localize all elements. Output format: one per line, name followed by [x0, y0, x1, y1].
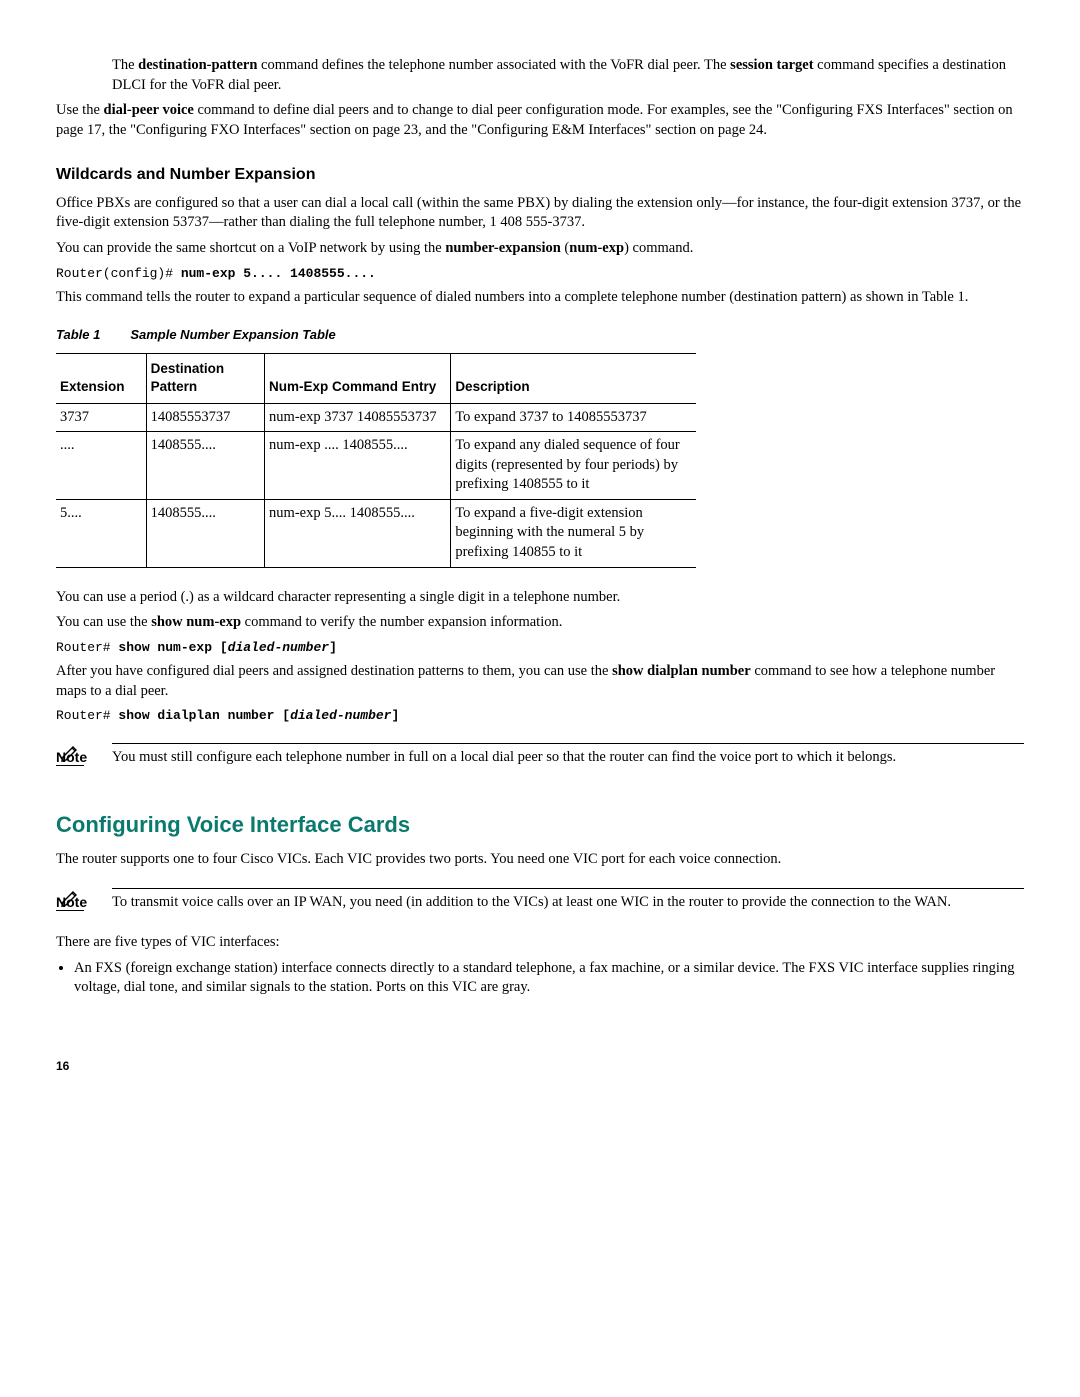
cmd-session-target: session target	[730, 57, 813, 73]
table-row: 3737 14085553737 num-exp 3737 1408555373…	[56, 403, 696, 432]
after-p3: After you have configured dial peers and…	[56, 662, 1024, 701]
expansion-table: Extension Destination Pattern Num-Exp Co…	[56, 353, 696, 567]
code-numexp: Router(config)# num-exp 5.... 1408555...…	[56, 265, 1024, 283]
wildcards-p2: You can provide the same shortcut on a V…	[56, 239, 1024, 259]
col-extension: Extension	[56, 354, 146, 403]
vic-list-intro: There are five types of VIC interfaces:	[56, 933, 1024, 953]
list-item: An FXS (foreign exchange station) interf…	[74, 959, 1024, 998]
intro-indented: The destination-pattern command defines …	[112, 56, 1024, 95]
note-block-2: Note To transmit voice calls over an IP …	[56, 888, 1024, 920]
intro-p1: The destination-pattern command defines …	[112, 56, 1024, 95]
wildcards-p3: This command tells the router to expand …	[56, 288, 1024, 308]
intro-p2: Use the dial-peer voice command to defin…	[56, 101, 1024, 140]
col-dest-pattern: Destination Pattern	[146, 354, 264, 403]
table-row: .... 1408555.... num-exp .... 1408555...…	[56, 432, 696, 500]
note-text: You must still configure each telephone …	[112, 748, 896, 768]
table-row: 5.... 1408555.... num-exp 5.... 1408555.…	[56, 499, 696, 567]
note-text: To transmit voice calls over an IP WAN, …	[112, 893, 951, 913]
vic-p1: The router supports one to four Cisco VI…	[56, 850, 1024, 870]
vic-type-list: An FXS (foreign exchange station) interf…	[56, 959, 1024, 998]
heading-wildcards: Wildcards and Number Expansion	[56, 164, 1024, 186]
table-header-row: Extension Destination Pattern Num-Exp Co…	[56, 354, 696, 403]
after-p2: You can use the show num-exp command to …	[56, 613, 1024, 633]
page-number: 16	[56, 1058, 1024, 1074]
after-p1: You can use a period (.) as a wildcard c…	[56, 588, 1024, 608]
cmd-destination-pattern: destination-pattern	[138, 57, 257, 73]
wildcards-p1: Office PBXs are configured so that a use…	[56, 194, 1024, 233]
note-block-1: Note You must still configure each telep…	[56, 743, 1024, 775]
code-show-numexp: Router# show num-exp [dialed-number]	[56, 639, 1024, 657]
code-show-dialplan: Router# show dialplan number [dialed-num…	[56, 707, 1024, 725]
col-numexp-entry: Num-Exp Command Entry	[265, 354, 451, 403]
note-label: Note	[56, 893, 112, 913]
heading-vic: Configuring Voice Interface Cards	[56, 810, 1024, 840]
cmd-dial-peer-voice: dial-peer voice	[104, 102, 194, 118]
table-caption: Table 1Sample Number Expansion Table	[56, 326, 1024, 344]
note-label: Note	[56, 748, 112, 768]
col-description: Description	[451, 354, 696, 403]
